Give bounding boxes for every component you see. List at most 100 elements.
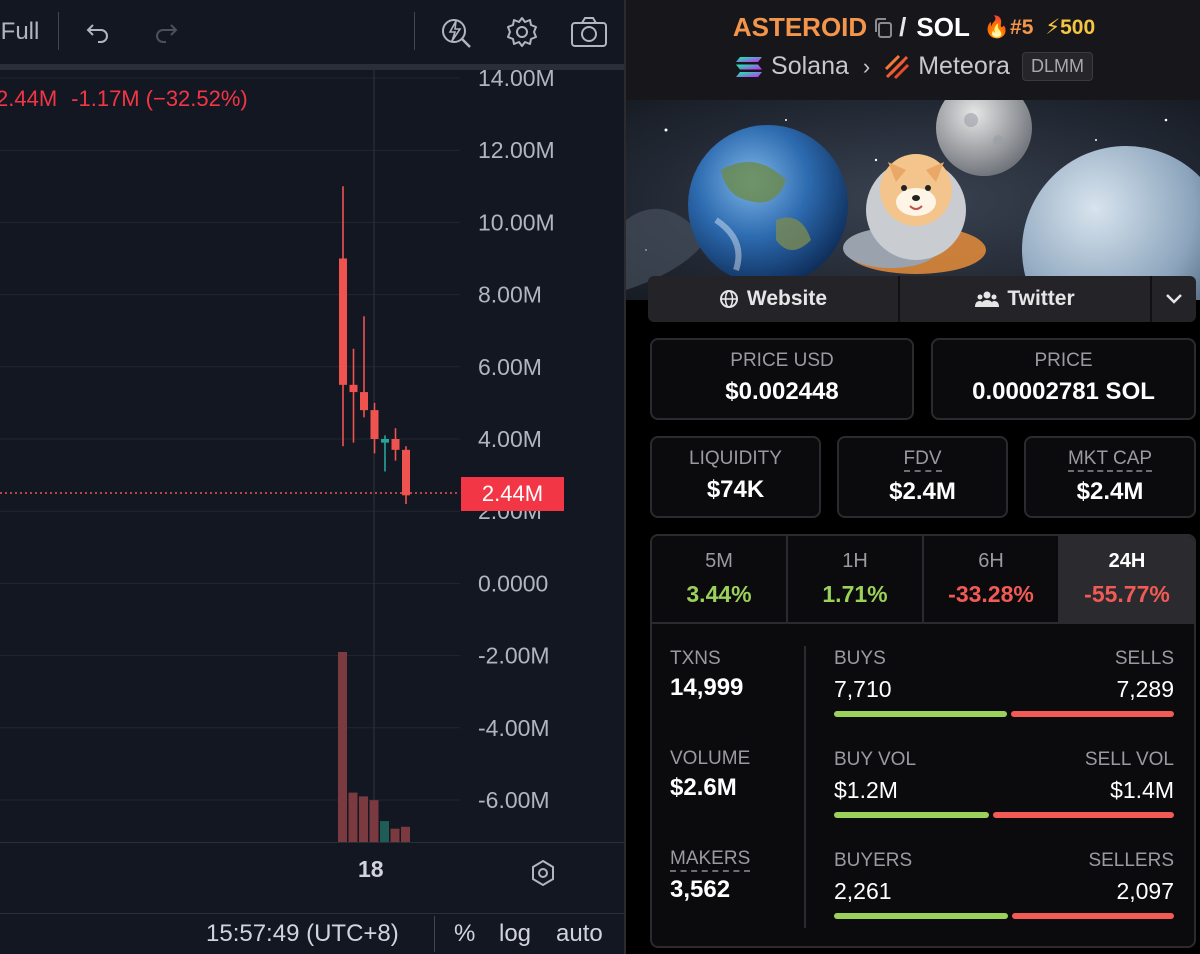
hexagon-settings-icon xyxy=(532,859,554,887)
volume-bar xyxy=(401,826,410,842)
settings-button[interactable] xyxy=(500,0,544,64)
tab-label: 6H xyxy=(978,550,1004,572)
y-tick-label: 14.00M xyxy=(478,70,555,91)
y-tick-label: -4.00M xyxy=(478,715,550,741)
sellers-value: 2,097 xyxy=(1116,878,1174,904)
tab-1h[interactable]: 1H 1.71% xyxy=(788,536,924,622)
base-symbol: ASTEROID xyxy=(732,12,868,42)
buy-share-bar xyxy=(834,913,1009,919)
pair-row: ASTEROID / SOL 🔥#5 ⚡500 xyxy=(626,12,1200,43)
log-scale-toggle[interactable]: log xyxy=(499,920,532,947)
volume-bar xyxy=(338,652,347,842)
layout-full-button[interactable]: Full xyxy=(0,0,40,64)
boost-badge[interactable]: ⚡500 xyxy=(1045,15,1095,40)
tab-label: 24H xyxy=(1108,550,1146,572)
tab-change: 1.71% xyxy=(822,581,888,607)
chart-panel: Full 14.00M 12.00M 10.00M 8.00M 6.00M 4.00M 2.… xyxy=(0,0,624,954)
dex-name[interactable]: Meteora xyxy=(918,52,1010,80)
twitter-button[interactable]: Twitter xyxy=(900,276,1152,322)
volume-bars xyxy=(338,652,410,842)
fdv-label: FDV xyxy=(903,448,942,472)
price-native-value: 0.00002781 SOL xyxy=(972,378,1155,405)
makers-label: MAKERS xyxy=(670,848,751,872)
sells-label: SELLS xyxy=(1114,648,1174,669)
tab-6h[interactable]: 6H -33.28% xyxy=(924,536,1060,622)
buyers-value: 2,261 xyxy=(834,878,892,904)
auto-scale-toggle[interactable]: auto xyxy=(556,920,603,947)
website-button[interactable]: Website xyxy=(648,276,900,322)
fdv-value: $2.4M xyxy=(889,478,956,505)
volume-bar xyxy=(369,800,379,842)
gear-icon xyxy=(507,17,537,47)
chart-top-border xyxy=(0,64,624,70)
time-axis-label: 18 xyxy=(358,856,384,882)
redo-button[interactable] xyxy=(146,0,186,64)
candle-body xyxy=(370,410,379,439)
buy-sell-volume-row: BUY VOL SELL VOL $1.2M $1.4M xyxy=(834,749,1174,818)
pair-slash: / xyxy=(899,12,907,42)
mcap-value: $2.4M xyxy=(1076,478,1144,505)
sellers-label: SELLERS xyxy=(1088,850,1174,871)
sell-share-bar xyxy=(993,812,1174,818)
volume-split-bar xyxy=(834,812,1174,818)
volume-bar xyxy=(348,792,358,842)
candle-body xyxy=(360,392,368,411)
quick-search-button[interactable] xyxy=(434,0,478,64)
trending-rank[interactable]: 🔥#5 xyxy=(984,16,1034,40)
price-usd-box: PRICE USD $0.002448 xyxy=(650,338,914,420)
bottom-divider xyxy=(0,913,624,914)
globe-icon xyxy=(719,290,738,308)
solana-logo-icon xyxy=(736,56,763,77)
price-usd-label: PRICE USD xyxy=(730,350,834,371)
tab-change: 3.44% xyxy=(686,581,752,607)
price-chart[interactable]: 14.00M12.00M10.00M8.00M6.00M4.00M2.00M0.… xyxy=(0,70,624,842)
more-links-button[interactable] xyxy=(1152,276,1196,322)
layout-full-label: Full xyxy=(0,18,40,45)
buyers-sellers-row: BUYERS SELLERS 2,261 2,097 xyxy=(834,850,1174,919)
boost-value: 500 xyxy=(1060,16,1096,39)
legend-price: 2.44M xyxy=(0,86,58,111)
txns-stat: TXNS 14,999 xyxy=(670,648,743,702)
toolbar-divider xyxy=(58,12,59,50)
toolbar-divider xyxy=(414,12,415,50)
price-native-label: PRICE xyxy=(1034,350,1093,371)
tab-change: -55.77% xyxy=(1084,581,1170,607)
buyers-split-bar xyxy=(834,913,1174,919)
legend-change: -1.17M xyxy=(71,86,140,111)
mcap-label: MKT CAP xyxy=(1067,448,1153,472)
social-links-row: Website Twitter xyxy=(648,276,1196,322)
buys-sells-row: BUYS SELLS 7,710 7,289 xyxy=(834,648,1174,717)
buy-share-bar xyxy=(834,711,1007,717)
y-tick-label: -6.00M xyxy=(478,787,550,813)
percent-scale-toggle[interactable]: % xyxy=(454,920,476,947)
chain-name[interactable]: Solana xyxy=(771,52,849,80)
scale-settings-button[interactable] xyxy=(528,858,558,893)
y-tick-label: 0.0000 xyxy=(478,570,548,596)
bolt-icon: ⚡ xyxy=(1045,16,1061,39)
tab-change: -33.28% xyxy=(948,581,1034,607)
pool-type-badge: DLMM xyxy=(1021,52,1093,81)
twitter-label: Twitter xyxy=(1007,287,1075,310)
y-tick-label: 6.00M xyxy=(478,354,542,380)
fdv-box[interactable]: FDV $2.4M xyxy=(837,436,1008,518)
mcap-box[interactable]: MKT CAP $2.4M xyxy=(1024,436,1196,518)
y-tick-label: 10.00M xyxy=(478,209,555,235)
website-label: Website xyxy=(746,287,828,310)
copy-address-button[interactable] xyxy=(873,17,893,39)
timezone-clock[interactable]: 15:57:49 (UTC+8) xyxy=(206,920,399,947)
token-banner-image xyxy=(626,100,1200,300)
copy-icon xyxy=(875,17,893,38)
makers-value: 3,562 xyxy=(670,876,731,903)
chart-bottom-bar: 15:57:49 (UTC+8) % log auto xyxy=(0,914,624,954)
candle-body xyxy=(349,384,358,393)
sells-value: 7,289 xyxy=(1116,676,1174,702)
buys-label: BUYS xyxy=(834,648,886,669)
camera-icon xyxy=(571,17,607,47)
undo-button[interactable] xyxy=(78,0,118,64)
flame-icon: 🔥 xyxy=(983,15,1011,39)
snapshot-button[interactable] xyxy=(566,0,612,64)
candle-body xyxy=(391,439,400,450)
makers-stat[interactable]: MAKERS 3,562 xyxy=(670,848,751,904)
tab-5m[interactable]: 5M 3.44% xyxy=(652,536,788,622)
tab-24h[interactable]: 24H -55.77% xyxy=(1060,536,1194,622)
